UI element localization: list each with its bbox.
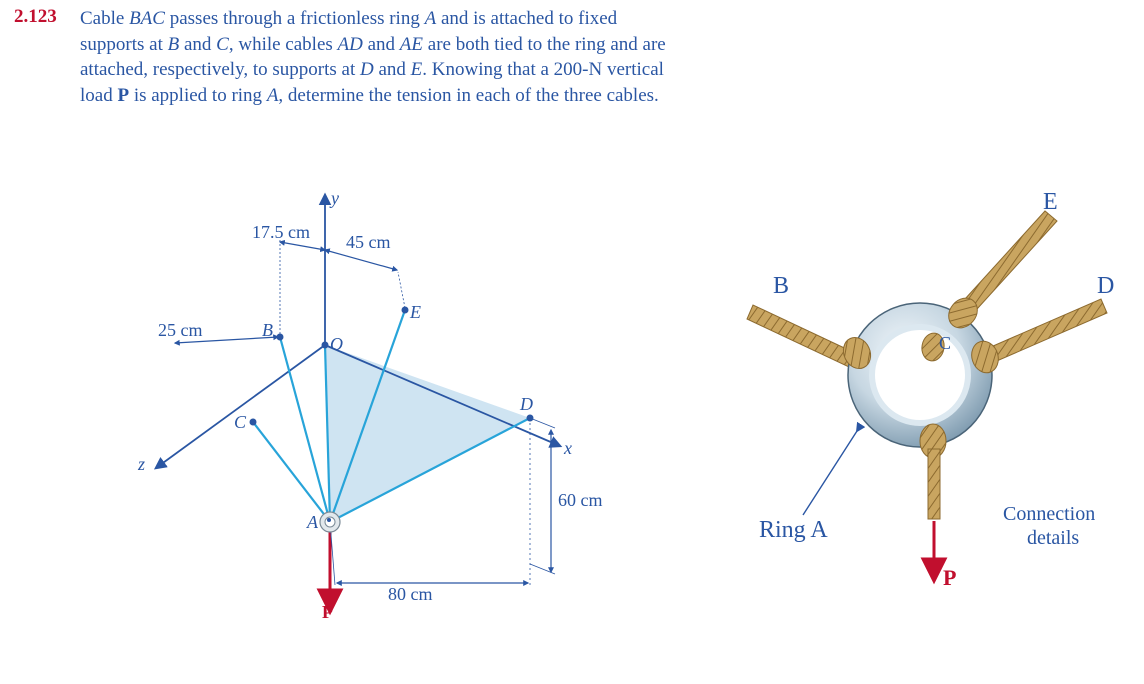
ring-A-dot (327, 518, 331, 522)
dimlabel-60: 60 cm (558, 490, 603, 511)
label-z: z (138, 454, 145, 475)
pointer-ringA (803, 431, 857, 515)
dim-ext-e (398, 272, 405, 308)
label-A: A (307, 512, 318, 533)
label-C: C (234, 412, 246, 433)
node-O (322, 342, 329, 349)
dim-17p5 (280, 242, 325, 250)
problem-number: 2.123 (14, 6, 76, 28)
label-right-D: D (1097, 273, 1114, 300)
label-P: P (322, 602, 333, 623)
node-D (527, 415, 534, 422)
rope-B (747, 305, 855, 367)
problem-text: Cable BAC passes through a frictionless … (80, 6, 670, 109)
label-D: D (520, 394, 533, 415)
node-E (402, 307, 409, 314)
node-B (277, 334, 284, 341)
figure-right: B C D E P Ring A Connection details (745, 185, 1125, 605)
label-O: O (330, 334, 343, 355)
label-y: y (331, 188, 339, 209)
label-right-C: C (939, 333, 951, 354)
dimlabel-45: 45 cm (346, 232, 391, 253)
label-E: E (410, 302, 421, 323)
label-ringA: Ring A (759, 517, 828, 544)
label-right-E: E (1043, 189, 1058, 216)
node-C (250, 419, 257, 426)
dim-45 (325, 250, 397, 270)
label-right-P: P (943, 565, 956, 591)
label-x: x (564, 438, 572, 459)
dimlabel-17p5: 17.5 cm (252, 222, 310, 243)
dim-ext-d1 (530, 418, 555, 428)
cable-AB (280, 337, 330, 522)
cable-AC (253, 422, 330, 522)
label-B: B (262, 320, 273, 341)
figure-left: y x z O B C A D E P 17.5 cm 45 cm 25 cm … (130, 190, 600, 620)
rope-P (928, 449, 940, 519)
dimlabel-25: 25 cm (158, 320, 203, 341)
label-right-B: B (773, 273, 789, 300)
dimlabel-80: 80 cm (388, 584, 433, 605)
label-details: details (1027, 527, 1079, 550)
label-connection: Connection (1003, 503, 1095, 526)
